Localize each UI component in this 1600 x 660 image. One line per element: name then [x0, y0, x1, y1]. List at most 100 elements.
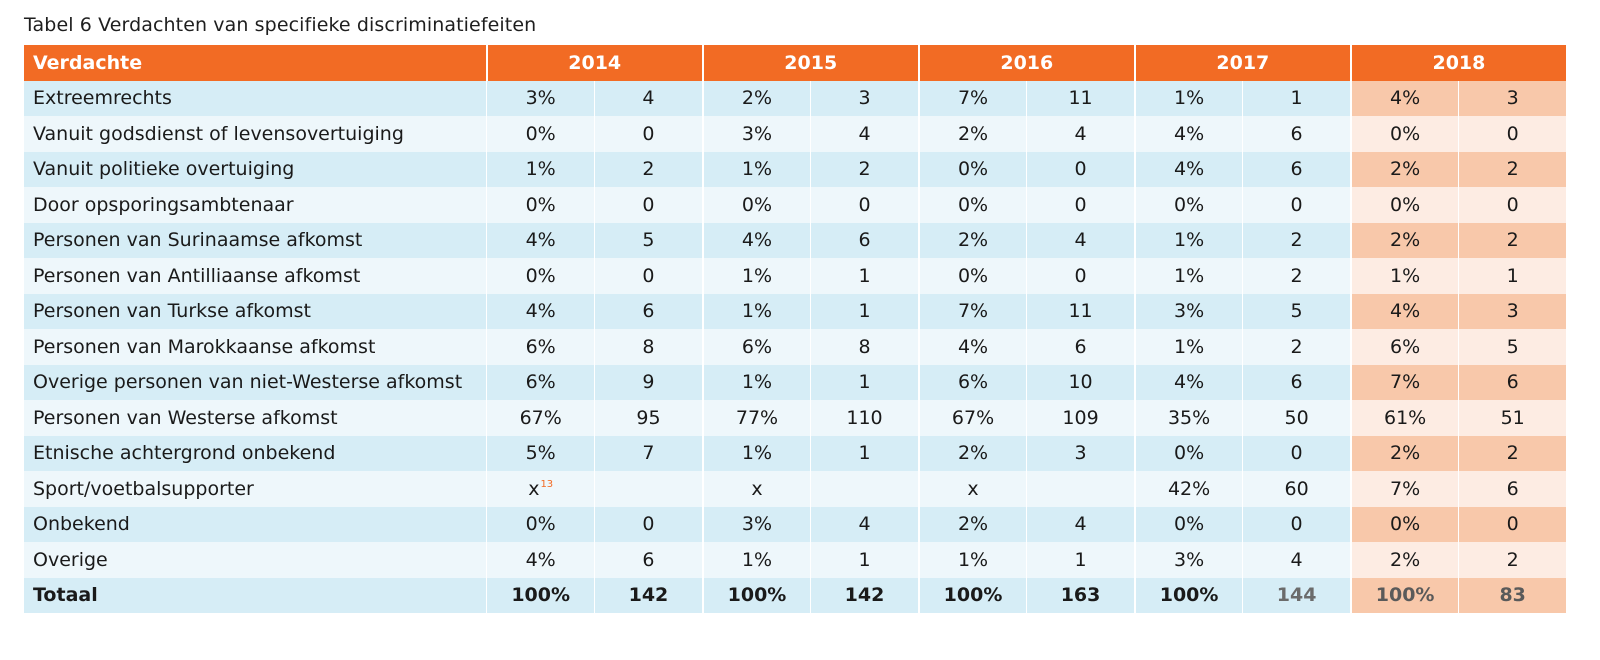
cell-value: 1% — [741, 442, 773, 465]
cell-value: 1% — [957, 548, 989, 571]
cell-percentage: 4% — [486, 222, 596, 258]
cell-count: 6 — [1458, 471, 1569, 507]
row-label-text: Etnische achtergrond onbekend — [33, 442, 336, 465]
cell-value: 1% — [741, 158, 773, 181]
cell-value: 50 — [1284, 406, 1309, 429]
cell-count: 51 — [1458, 400, 1569, 436]
cell-value: 2% — [1390, 548, 1421, 571]
cell-value: 1% — [741, 371, 773, 394]
cell-count: 11 — [1026, 80, 1136, 116]
footnote-marker[interactable]: 13 — [540, 479, 554, 491]
cell-percentage: 0% — [1350, 187, 1460, 223]
cell-count: 60 — [1242, 471, 1352, 507]
cell-percentage: 1% — [702, 542, 812, 578]
cell-count: 0 — [1242, 506, 1352, 542]
cell-value: 7 — [642, 442, 655, 465]
cell-value: 7% — [957, 87, 989, 110]
cell-value: 2% — [957, 122, 989, 145]
table-row: Etnische achtergrond onbekend 5% 7 1% 1 2% 3 0%… — [24, 435, 1569, 471]
cell-count: 1 — [1242, 80, 1352, 116]
cell-percentage: 2% — [918, 116, 1028, 152]
cell-percentage: 0% — [486, 116, 596, 152]
table-row: Sport/voetbalsupporter x13 x x 42% 60 7% 6 — [24, 471, 1569, 507]
cell-value: 6% — [1390, 335, 1421, 358]
cell-count: 2 — [1242, 258, 1352, 294]
cell-count: 0 — [1026, 151, 1136, 187]
cell-value: 0 — [1506, 122, 1519, 145]
cell-percentage: 1% — [1134, 329, 1244, 365]
cell-value: 1 — [858, 371, 871, 394]
cell-value: 3% — [1173, 548, 1205, 571]
cell-percentage: 1% — [702, 364, 812, 400]
cell-value: 51 — [1500, 406, 1525, 429]
cell-value: 95 — [636, 406, 661, 429]
cell-percentage: 42% — [1134, 471, 1244, 507]
cell-value: 0 — [642, 193, 655, 216]
row-label-text: Personen van Turkse afkomst — [33, 300, 311, 323]
cell-value: 2 — [1506, 548, 1519, 571]
cell-count: 1 — [810, 364, 920, 400]
cell-value: 3 — [1506, 300, 1519, 323]
cell-value: 2% — [1390, 229, 1421, 252]
cell-value: 4% — [1173, 122, 1205, 145]
cell-value: 77% — [735, 406, 779, 429]
row-label: Overige personen van niet-Westerse afkom… — [24, 364, 488, 400]
cell-percentage: 7% — [1350, 471, 1460, 507]
cell-count: 5 — [1242, 293, 1352, 329]
cell-percentage: x — [702, 471, 812, 507]
cell-value: 0% — [525, 264, 556, 287]
cell-percentage: 4% — [1134, 151, 1244, 187]
row-label: Vanuit godsdienst of levensovertuiging — [24, 116, 488, 152]
cell-value: 100% — [943, 584, 1003, 607]
row-label: Personen van Westerse afkomst — [24, 400, 488, 436]
cell-value: 8 — [858, 335, 871, 358]
cell-count: 3 — [1026, 435, 1136, 471]
row-label-text: Extreemrechts — [33, 87, 172, 110]
cell-count: 3 — [1458, 293, 1569, 329]
cell-count: 109 — [1026, 400, 1136, 436]
cell-value: 0% — [1173, 442, 1205, 465]
cell-value: 4 — [858, 122, 871, 145]
cell-value: 4% — [1390, 87, 1421, 110]
table-row: Extreemrechts 3% 4 2% 3 7% 11 1% 1 4% 3 — [24, 80, 1569, 116]
cell-value: 0% — [957, 158, 989, 181]
cell-count: 6 — [1242, 364, 1352, 400]
cell-value: 4% — [525, 229, 556, 252]
cell-count: 4 — [1026, 116, 1136, 152]
cell-value: 1 — [858, 264, 871, 287]
cell-value: 4% — [1173, 371, 1205, 394]
cell-value: 2 — [1506, 229, 1519, 252]
row-label-text: Overige — [33, 548, 108, 571]
cell-value: 3 — [1506, 87, 1519, 110]
cell-percentage: 0% — [1350, 116, 1460, 152]
cell-value: 6% — [525, 335, 556, 358]
cell-percentage: 2% — [918, 435, 1028, 471]
cell-percentage: 3% — [486, 80, 596, 116]
cell-value: 0 — [1074, 264, 1087, 287]
row-label-text: Personen van Marokkaanse afkomst — [33, 335, 376, 358]
cell-count: 8 — [594, 329, 704, 365]
cell-percentage: 0% — [1134, 435, 1244, 471]
cell-count: 7 — [594, 435, 704, 471]
row-label-text: Overige personen van niet-Westerse afkom… — [33, 371, 463, 394]
cell-value: 6% — [525, 371, 556, 394]
row-label-text: Personen van Westerse afkomst — [33, 406, 338, 429]
cell-value: 0% — [525, 193, 556, 216]
cell-value: 2 — [1290, 335, 1303, 358]
row-label-text: Vanuit politieke overtuiging — [33, 158, 295, 181]
cell-count: 2 — [1458, 542, 1569, 578]
cell-count: 0 — [1242, 187, 1352, 223]
cell-count: 2 — [810, 151, 920, 187]
cell-value: 4% — [1390, 300, 1421, 323]
cell-percentage: 1% — [486, 151, 596, 187]
cell-percentage: 0% — [918, 258, 1028, 294]
cell-value: 1 — [1074, 548, 1087, 571]
cell-percentage: 35% — [1134, 400, 1244, 436]
row-label-text: Vanuit godsdienst of levensovertuiging — [33, 122, 404, 145]
cell-count: 1 — [810, 293, 920, 329]
cell-count: 163 — [1026, 577, 1136, 613]
cell-value: 1% — [1173, 335, 1205, 358]
cell-percentage: 3% — [1134, 293, 1244, 329]
cell-percentage: 2% — [1350, 151, 1460, 187]
cell-percentage: 67% — [486, 400, 596, 436]
